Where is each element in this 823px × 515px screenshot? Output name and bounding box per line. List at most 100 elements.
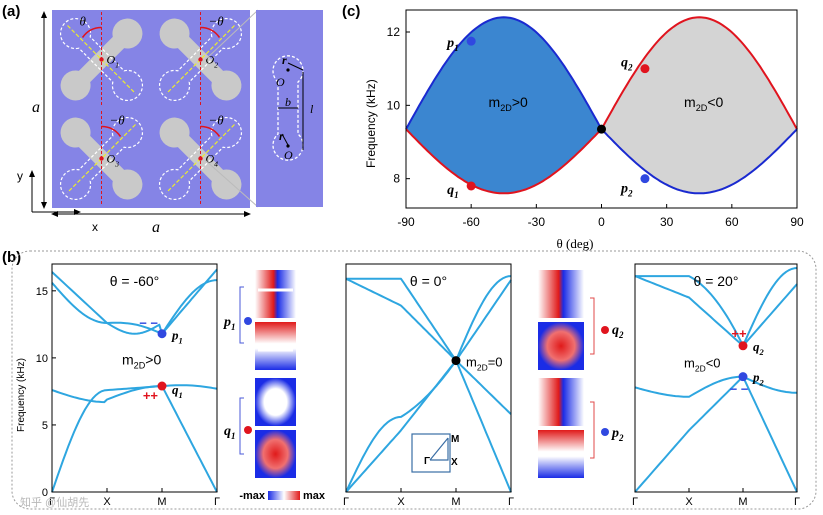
band-plot-right: Γ X M Γθ = 20° q2 ++ p2− − m2D<0 bbox=[632, 263, 800, 508]
band-curve bbox=[634, 275, 798, 347]
cell-center-dot bbox=[99, 156, 104, 161]
rotation-arc bbox=[200, 26, 221, 38]
band-point-label: p1 bbox=[171, 328, 183, 346]
band-point-label: q1 bbox=[172, 382, 183, 400]
band-curve bbox=[51, 384, 218, 404]
colorbar-max-label: max bbox=[303, 490, 326, 502]
field-map-q1-a bbox=[255, 378, 296, 426]
panel-label-b: (b) bbox=[2, 249, 21, 266]
lattice-label-horizontal: a bbox=[152, 219, 160, 236]
field-map-p2-b bbox=[538, 430, 584, 478]
region-mass-positive bbox=[406, 17, 602, 194]
band-curve bbox=[634, 375, 798, 493]
field-map-brackets-left bbox=[239, 286, 244, 455]
band-left-ylabel: Frequency (kHz) bbox=[16, 358, 27, 432]
panel-b-frame bbox=[11, 250, 817, 510]
field-map-label-p2: p2 bbox=[611, 426, 624, 443]
panel-label-c: (c) bbox=[342, 3, 360, 20]
scatterer-cell-4: −θ O4 bbox=[151, 109, 250, 208]
plot-frame bbox=[345, 263, 512, 493]
zoom-label-b: b bbox=[285, 95, 291, 109]
band-point-label: p2 bbox=[752, 370, 765, 388]
zoom-center-top bbox=[286, 68, 290, 72]
inset-label-x: X bbox=[451, 457, 458, 468]
series-upper-left bbox=[405, 16, 603, 130]
panel-c: (c) -90 -60 -30 0 30 60 90 8 10 12 m2D>0 m2D<0 p1 q1 q… bbox=[342, 3, 804, 251]
field-maps-left: p1 q1 bbox=[223, 270, 296, 478]
x-tick-label: X bbox=[103, 496, 111, 508]
scatterer-cell-2: −θ O2 bbox=[151, 10, 250, 109]
scatterer-cell-3: −θ O3 bbox=[52, 109, 151, 208]
zoom-radius-bottom bbox=[281, 133, 289, 146]
field-map-p1-b bbox=[255, 322, 296, 370]
panel-c-ylabel: Frequency (kHz) bbox=[364, 79, 378, 168]
x-tick-label: X bbox=[397, 496, 405, 508]
x-tick-label: 60 bbox=[725, 215, 739, 229]
data-point bbox=[466, 36, 476, 46]
field-map-dot-q1 bbox=[244, 426, 252, 434]
panel-label-a: (a) bbox=[2, 3, 20, 20]
theta-label: θ bbox=[80, 14, 87, 29]
zoom-label-r-bottom: r bbox=[279, 129, 284, 143]
scatterer-quadrants: θ O1 −θ O2 −θ O3 −θ O4 bbox=[52, 10, 250, 208]
y-axis-arrowhead bbox=[29, 170, 35, 177]
band-curve bbox=[346, 275, 512, 362]
rotation-arc bbox=[101, 125, 122, 137]
field-map-dot-q2 bbox=[601, 326, 609, 334]
x-axis-label: x bbox=[92, 220, 98, 234]
field-map-p1-a bbox=[255, 270, 296, 318]
scatterer-outline-reference bbox=[158, 17, 243, 102]
y-tick-label: 5 bbox=[42, 420, 48, 432]
inset-path bbox=[429, 437, 449, 461]
origin-label: O3 bbox=[107, 152, 120, 169]
y-tick-label: 15 bbox=[36, 286, 48, 298]
x-tick-label: M bbox=[157, 496, 166, 508]
x-tick-label: 30 bbox=[660, 215, 674, 229]
lattice-label-vertical: a bbox=[32, 99, 40, 116]
band-title: θ = 0° bbox=[410, 273, 447, 289]
field-map-label-q1: q1 bbox=[224, 424, 236, 441]
field-map-q1-b bbox=[255, 430, 296, 478]
band-point bbox=[157, 381, 167, 391]
scatterer-cell-1: θ O1 bbox=[52, 10, 151, 109]
series-lower-right bbox=[600, 128, 798, 195]
band-point bbox=[738, 372, 748, 382]
x-tick-label: Γ bbox=[632, 496, 638, 508]
brillouin-zone-inset: Γ X M bbox=[411, 433, 459, 473]
zoom-center-bottom bbox=[286, 144, 290, 148]
theta-label: −θ bbox=[209, 113, 225, 128]
band-point-label: q2 bbox=[753, 339, 765, 357]
field-map-brackets-right bbox=[590, 297, 595, 459]
cell-center-dot bbox=[99, 57, 104, 62]
x-tick-label: Γ bbox=[508, 496, 514, 508]
field-map-q2-a bbox=[538, 270, 584, 318]
band-point bbox=[738, 341, 748, 351]
y-tick-label: 8 bbox=[393, 172, 400, 186]
x-tick-label: Γ bbox=[49, 496, 55, 508]
origin-label: O4 bbox=[206, 152, 219, 169]
cell-center-dot bbox=[198, 57, 203, 62]
x-tick-label: -90 bbox=[397, 215, 415, 229]
plot-frame bbox=[634, 263, 798, 493]
band-curve bbox=[51, 268, 218, 335]
band-title: θ = 20° bbox=[694, 273, 739, 289]
region-label-negative: m2D<0 bbox=[684, 94, 723, 113]
region-mass-negative bbox=[601, 17, 797, 194]
scatterer-outline-reference bbox=[59, 116, 144, 201]
panel-c-xlabel: θ (deg) bbox=[557, 236, 594, 251]
field-maps-right: q2 p2 bbox=[538, 270, 624, 478]
panel-a: (a) θ O1 −θ O2 −θ O3 −θ O4 a a y x r O b l bbox=[2, 3, 323, 236]
cell-center-dot bbox=[198, 156, 203, 161]
zoom-label-o-top: O bbox=[276, 75, 285, 89]
band-point bbox=[157, 329, 167, 339]
band-point-charge: − − bbox=[139, 316, 158, 331]
point-label: q2 bbox=[621, 56, 633, 73]
x-tick-label: M bbox=[451, 496, 460, 508]
field-map-p2-a bbox=[538, 378, 584, 426]
colorbar bbox=[268, 491, 300, 500]
zoom-label-o-bottom: O bbox=[284, 148, 293, 162]
band-annotation: m2D>0 bbox=[122, 352, 161, 371]
y-tick-label: 0 bbox=[42, 487, 48, 499]
data-point bbox=[640, 64, 650, 74]
